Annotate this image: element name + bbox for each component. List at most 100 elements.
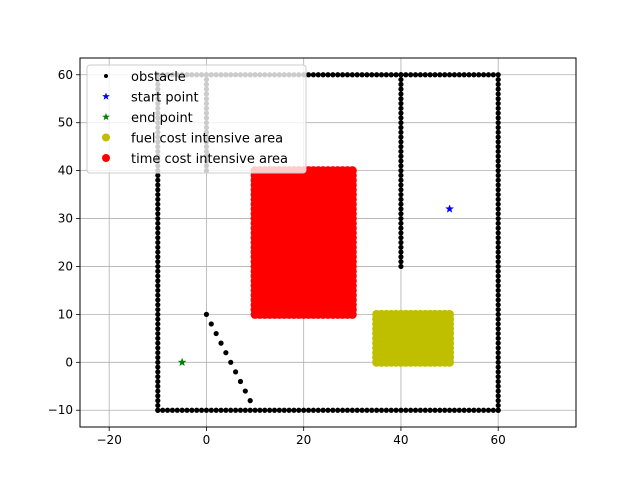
obstacle-point: [403, 72, 409, 78]
obstacle-point: [155, 302, 161, 308]
obstacle-point: [155, 211, 161, 217]
axis-ticks: −20 0 20 40 60 −10 0 10 20 30 40 50 60: [48, 68, 506, 447]
obstacle-point: [398, 129, 404, 135]
obstacle-point: [155, 407, 161, 413]
obstacle-point: [155, 330, 161, 337]
obstacle-point: [476, 72, 482, 78]
end-point-point: [177, 357, 187, 366]
obstacle-point: [398, 254, 404, 260]
obstacle-point: [398, 144, 404, 150]
obstacle-point: [451, 407, 458, 413]
obstacle-point: [369, 72, 375, 78]
obstacle-point: [398, 244, 404, 250]
obstacle-point: [155, 287, 161, 294]
obstacle-point: [495, 81, 501, 87]
obstacle-point: [495, 297, 501, 303]
legend-box: [86, 64, 307, 174]
obstacle-point: [495, 340, 501, 346]
axes-frame: [79, 57, 577, 428]
obstacle-point: [398, 115, 404, 121]
obstacle-point: [155, 369, 161, 375]
obstacle-point: [262, 407, 268, 413]
obstacle-point: [218, 340, 224, 346]
obstacle-point: [495, 249, 501, 255]
obstacle-point: [451, 72, 458, 78]
obstacle-point: [291, 407, 297, 413]
obstacle-point: [155, 359, 161, 365]
x-tick-label: 0: [203, 433, 211, 447]
obstacle-point: [495, 96, 501, 102]
obstacle-point: [398, 163, 404, 169]
y-tick-label: 30: [58, 212, 73, 226]
obstacle-point: [189, 407, 195, 413]
legend-fuel-cost-intensive-area-marker: [102, 133, 110, 142]
obstacle-point: [164, 407, 171, 413]
obstacle-point: [155, 278, 161, 284]
obstacle-point: [155, 182, 161, 188]
start-point-series: [445, 204, 454, 213]
obstacle-point: [344, 407, 351, 413]
obstacle-point: [490, 407, 496, 413]
obstacle-point: [456, 72, 462, 78]
obstacle-point: [495, 235, 501, 241]
obstacle-point: [495, 158, 501, 164]
obstacle-point: [383, 407, 389, 413]
obstacle-point: [257, 407, 263, 413]
obstacle-point: [339, 407, 346, 413]
obstacle-point: [461, 72, 467, 78]
obstacle-point: [495, 177, 501, 183]
obstacle-point: [495, 86, 501, 92]
obstacle-point: [213, 407, 219, 413]
obstacle-point: [427, 407, 433, 413]
obstacle-point: [155, 354, 161, 361]
obstacle-point: [335, 72, 341, 78]
obstacle-point: [320, 407, 326, 413]
obstacle-point: [398, 211, 404, 217]
obstacle-point: [305, 407, 312, 413]
obstacle-point: [383, 72, 389, 78]
obstacle-point: [155, 335, 161, 341]
obstacle-point: [228, 359, 234, 365]
obstacle-point: [398, 249, 404, 255]
obstacle-point: [155, 388, 161, 394]
obstacle-point: [155, 364, 161, 370]
obstacle-point: [398, 100, 404, 107]
obstacle-point: [398, 139, 404, 145]
obstacle-point: [495, 359, 501, 365]
obstacle-point: [233, 369, 239, 375]
obstacle-point: [398, 201, 404, 207]
obstacle-point: [408, 72, 414, 78]
obstacle-point: [155, 321, 161, 327]
obstacle-point: [155, 273, 161, 279]
obstacle-point: [155, 187, 161, 193]
time-cost-intensive-area-series: [250, 166, 357, 319]
obstacle-point: [223, 350, 229, 356]
obstacle-point: [446, 407, 453, 413]
obstacle-point: [398, 259, 404, 265]
obstacle-point: [495, 239, 501, 246]
obstacle-point: [247, 398, 253, 404]
obstacle-point: [155, 345, 161, 351]
obstacle-point: [495, 144, 501, 150]
x-tick-label: −20: [97, 433, 122, 447]
obstacle-point: [403, 407, 409, 413]
obstacle-point: [325, 72, 331, 78]
obstacle-point: [466, 72, 472, 78]
obstacle-point: [495, 129, 501, 135]
obstacle-point: [398, 168, 404, 174]
obstacle-point: [155, 393, 161, 399]
obstacle-point: [495, 172, 501, 179]
obstacle-point: [388, 407, 394, 413]
obstacle-point: [354, 72, 360, 78]
x-tick-label: 60: [491, 433, 506, 447]
obstacle-point: [476, 407, 482, 413]
obstacle-point: [495, 148, 501, 155]
obstacle-point: [242, 407, 248, 413]
obstacle-point: [495, 263, 501, 270]
obstacle-point: [155, 398, 161, 404]
obstacle-point: [349, 407, 355, 413]
obstacle-point: [495, 273, 501, 279]
y-tick-label: 50: [58, 116, 73, 130]
obstacle-point: [495, 196, 501, 202]
obstacle-point: [495, 393, 501, 399]
